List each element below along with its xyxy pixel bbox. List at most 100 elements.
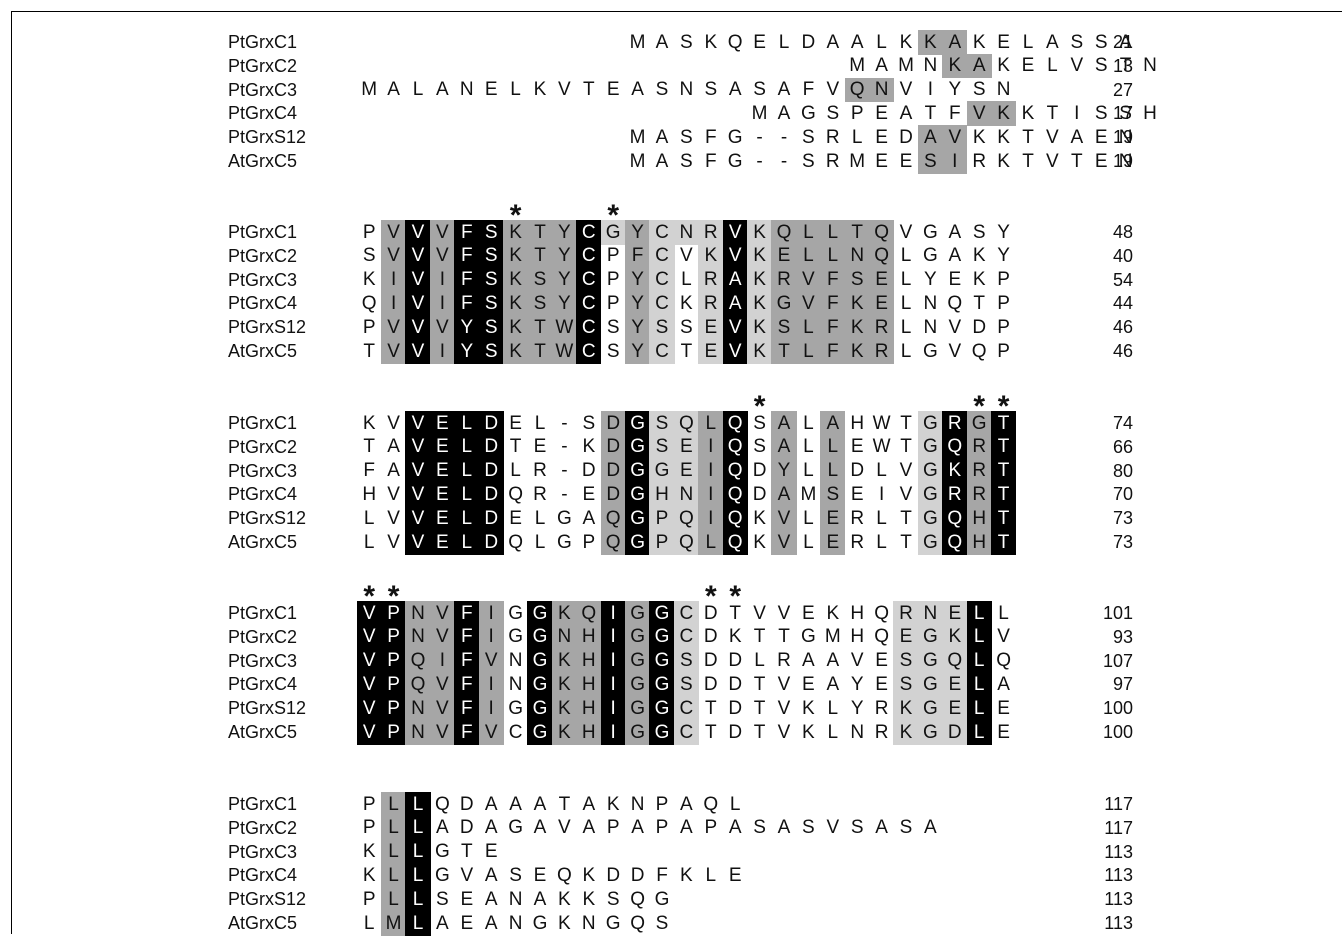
residue: Q [678,531,694,553]
residue: I [1074,102,1080,124]
residue: K [533,79,547,101]
residue: V [1046,150,1059,172]
residue: E [875,650,888,672]
residue: I [439,292,446,314]
residue: S [484,316,498,338]
residue: T [534,340,546,362]
conservation-shade [942,149,968,174]
residue: V [460,864,474,886]
residue-count: 13 [1112,55,1133,76]
residue: Q [947,507,963,529]
residue: K [753,531,766,553]
conservation-shade [600,648,626,674]
residue: S [484,245,498,267]
residue: D [972,316,987,338]
residue: P [606,292,620,314]
residue-count: 101 [1102,603,1133,623]
conservation-shade [771,482,797,508]
conservation-shade [624,648,651,674]
residue: V [411,412,425,434]
conservation-shade [966,458,992,484]
residue: L [388,817,399,839]
residue: S [899,650,913,672]
residue: K [680,864,693,886]
conservation-shade [478,672,504,698]
conservation-shade [893,624,919,650]
residue: T [778,340,790,362]
conservation-shade [746,243,773,269]
residue: L [729,793,741,815]
conservation-shade [527,315,553,340]
conservation-shade [600,720,626,745]
residue: Q [776,221,792,243]
conservation-shade [380,839,407,865]
residue: - [561,483,568,505]
conservation-shade [722,220,748,245]
residue: R [533,460,547,482]
residue: T [924,102,937,124]
residue: Q [874,221,889,243]
conserved-star: * [387,580,400,613]
residue: I [488,697,494,719]
conservation-shade [502,267,529,293]
conservation-shade [527,291,553,317]
residue: Q [678,507,694,529]
conservation-shade [576,648,602,674]
residue: Q [703,793,719,815]
residue: A [533,793,547,815]
residue: G [508,817,523,839]
residue: K [948,460,962,482]
residue: E [997,697,1010,719]
conservation-shade [942,696,968,721]
conservation-shade [429,243,456,269]
conservation-shade [649,624,675,650]
conservation-shade [820,267,846,293]
conservation-shade [551,339,578,364]
residue: E [436,436,449,458]
conservation-shade [942,434,968,460]
residue: G [654,460,670,482]
conservation-shade [673,411,700,436]
residue: F [460,626,473,648]
residue: Q [996,650,1011,672]
residue: R [947,412,962,434]
conservation-shade [942,411,968,436]
residue: L [778,31,790,53]
residue: Q [727,460,743,482]
residue: V [411,436,425,458]
conservation-shade [990,101,1017,127]
residue: D [703,626,718,648]
residue: V [777,673,791,695]
residue: C [508,721,523,743]
residue: A [728,269,742,291]
residue: G [630,697,645,719]
conservation-shade [624,315,651,340]
residue: T [753,697,766,719]
residue: G [654,650,670,672]
residue: N [1143,55,1157,77]
residue: M [629,126,646,148]
sequence-name: AtGrxC5 [228,151,298,171]
residue: T [900,436,912,458]
residue: V [1046,126,1059,148]
residue: L [900,340,912,362]
residue: V [558,79,571,101]
residue-count: 66 [1112,436,1133,457]
conservation-shade [600,434,626,460]
conservation-shade [673,482,700,508]
residue: S [802,126,815,148]
conservation-shade [429,648,456,674]
residue: E [436,412,449,434]
conservation-shade [478,696,504,721]
residue-count: 40 [1112,245,1133,266]
conservation-shade [380,672,407,698]
residue: R [874,697,889,719]
residue: G [654,697,670,719]
conservation-shade [844,243,870,269]
residue: L [803,507,814,529]
residue: S [655,316,669,338]
conservation-shade [527,648,553,674]
residue: R [874,721,889,743]
residue: K [948,626,962,648]
residue-count: 113 [1104,913,1133,933]
